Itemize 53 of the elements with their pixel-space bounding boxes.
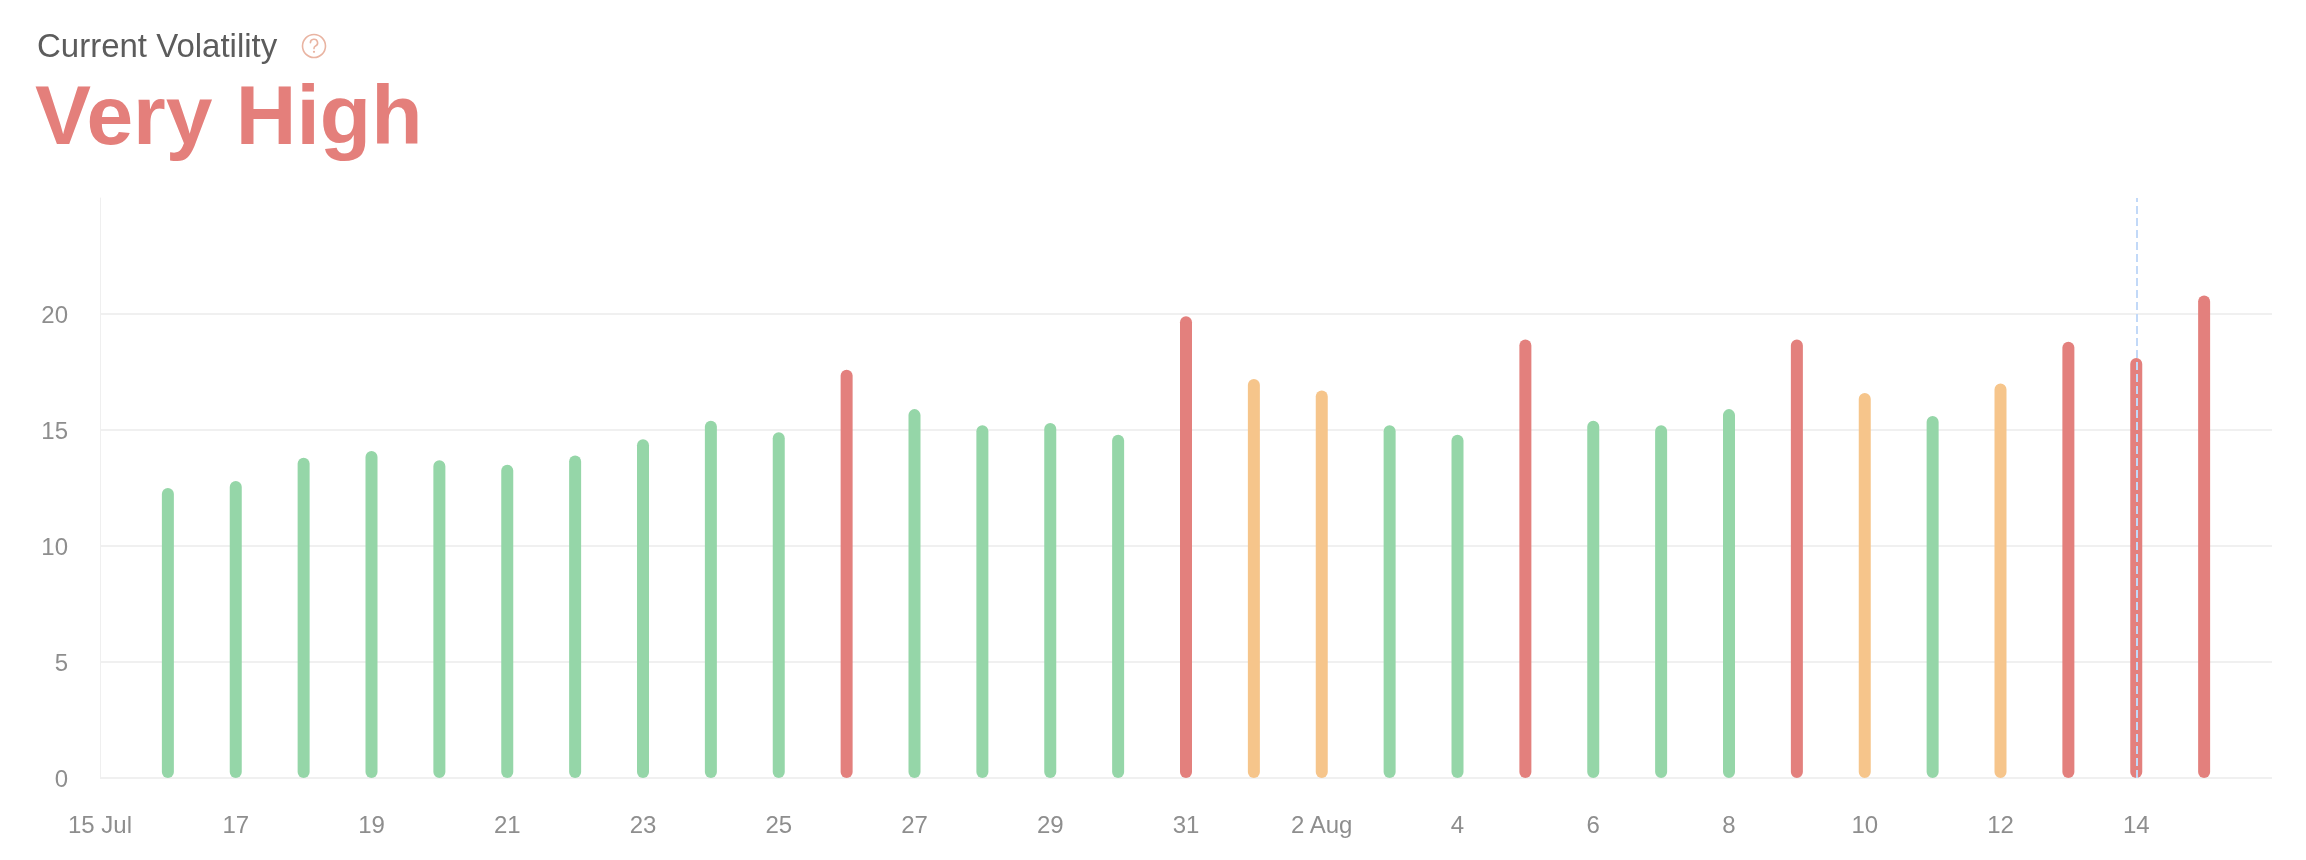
bar: [704, 420, 717, 778]
y-tick-label: 10: [41, 532, 68, 560]
bar: [433, 460, 446, 778]
bar: [976, 425, 989, 778]
bar: [1790, 339, 1803, 778]
x-tick-label: 25: [765, 810, 793, 838]
x-tick-label: 2 Aug: [1291, 810, 1353, 838]
bar: [1926, 416, 1939, 778]
bar: [1655, 425, 1668, 778]
bar: [569, 455, 582, 778]
y-tick-label: 20: [41, 300, 68, 328]
x-tick-label: 10: [1851, 810, 1879, 838]
x-tick-label: 17: [222, 810, 250, 838]
bar: [501, 464, 514, 778]
bar: [908, 409, 921, 778]
bar: [1519, 339, 1532, 778]
bar: [840, 369, 853, 778]
bar: [1451, 434, 1464, 778]
bar: [1994, 383, 2007, 778]
x-tick-label: 19: [358, 810, 385, 838]
bar: [1587, 420, 1600, 778]
bar: [365, 450, 378, 778]
x-tick-label: 21: [493, 810, 521, 838]
x-tick-label: 27: [901, 810, 928, 838]
chart-subtitle: Very High: [35, 68, 423, 162]
bar: [1180, 316, 1192, 778]
bar: [1315, 390, 1328, 778]
bar: [772, 432, 785, 778]
bar: [1723, 409, 1735, 778]
bar: [637, 439, 649, 778]
bar: [1112, 434, 1125, 778]
x-tick-label: 31: [1172, 810, 1200, 838]
x-tick-label: 8: [1722, 810, 1736, 838]
x-tick-label: 4: [1450, 810, 1465, 838]
bar: [229, 481, 242, 778]
chart-title: Current Volatility: [37, 27, 278, 64]
y-tick-label: 5: [54, 648, 68, 676]
bar: [1044, 423, 1057, 778]
bar: [1247, 378, 1260, 778]
bar: [2198, 295, 2211, 778]
x-tick-label: 12: [1987, 810, 2014, 838]
bar: [161, 488, 174, 778]
x-tick-label: 14: [2122, 810, 2150, 838]
bar: [1858, 392, 1871, 778]
x-tick-label: 15 Jul: [67, 810, 133, 838]
bar: [1383, 425, 1396, 778]
y-tick-label: 0: [54, 764, 68, 792]
bar: [297, 457, 310, 778]
y-tick-label: 15: [41, 416, 68, 444]
x-tick-label: 29: [1036, 810, 1064, 838]
x-tick-label: 6: [1586, 810, 1600, 838]
bar: [2062, 341, 2075, 778]
x-tick-label: 23: [629, 810, 657, 838]
